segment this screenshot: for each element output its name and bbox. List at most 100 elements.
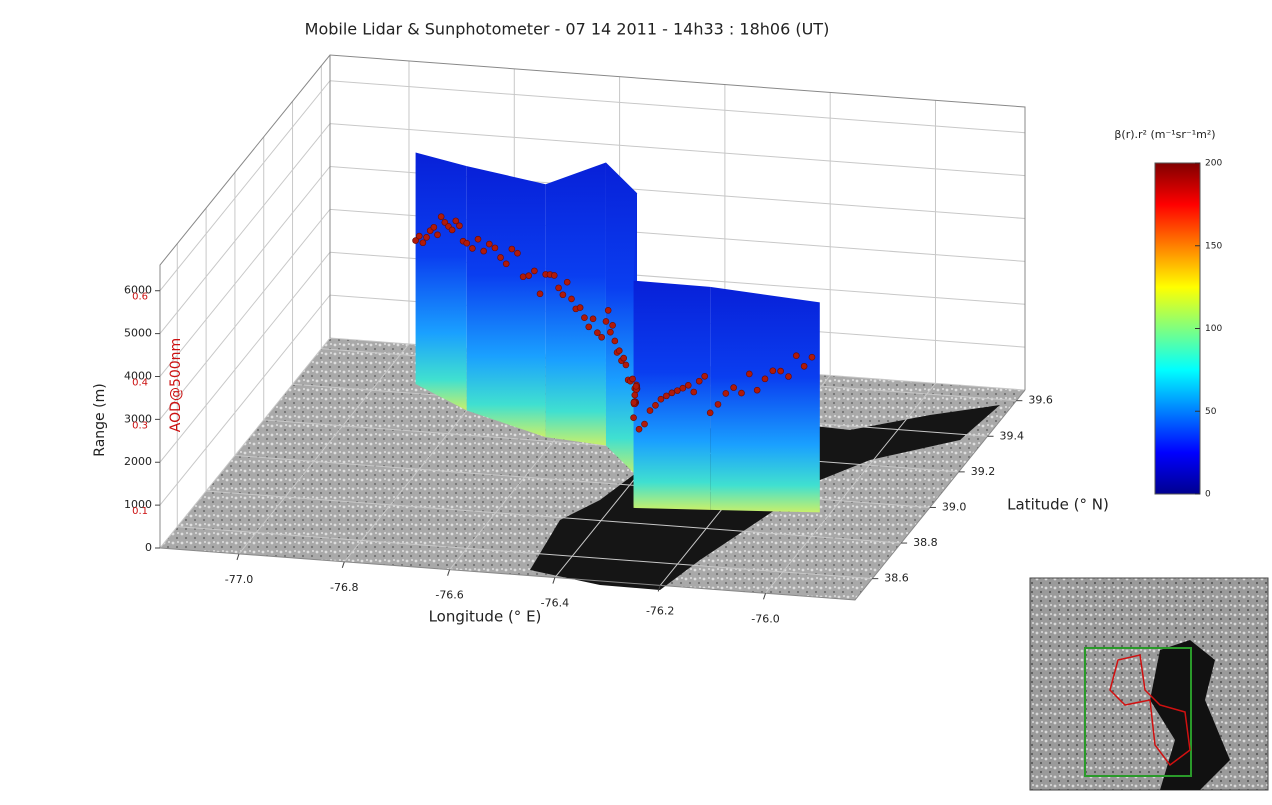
colorbar-tick-label: 100 bbox=[1205, 324, 1222, 334]
x-tick bbox=[236, 553, 240, 561]
x-tick bbox=[552, 577, 556, 584]
aerosol-point bbox=[646, 407, 654, 414]
aerosol-point bbox=[474, 235, 482, 243]
x-tick-label: -76.2 bbox=[646, 604, 674, 617]
aerosol-point bbox=[563, 278, 571, 286]
aerosol-point bbox=[536, 290, 544, 298]
aerosol-point bbox=[508, 245, 516, 253]
aerosol-point bbox=[594, 329, 601, 337]
aerosol-point bbox=[555, 284, 562, 292]
aerosol-point bbox=[629, 375, 636, 383]
box-edge bbox=[159, 389, 1026, 601]
x-tick-label: -76.8 bbox=[330, 581, 358, 594]
aerosol-point bbox=[630, 414, 637, 422]
aerosol-point bbox=[722, 390, 730, 397]
aerosol-point bbox=[448, 226, 456, 234]
aerosol-point bbox=[441, 219, 449, 226]
z-tick-label: 1000 bbox=[124, 498, 152, 511]
z2-tick-label: 0.6 bbox=[132, 292, 148, 303]
x-tick bbox=[341, 561, 345, 568]
z-tick-label: 6000 bbox=[124, 284, 152, 297]
inset-track bbox=[1109, 654, 1191, 767]
aerosol-point bbox=[615, 347, 623, 354]
aerosol-point bbox=[769, 367, 777, 375]
aerosol-point bbox=[456, 222, 463, 230]
aerosol-point bbox=[679, 384, 687, 392]
aerosol-point bbox=[531, 267, 538, 275]
aerosol-point bbox=[437, 213, 445, 220]
grid-line bbox=[765, 100, 936, 594]
y-tick-label: 39.2 bbox=[971, 465, 996, 478]
aerosol-point bbox=[525, 272, 533, 279]
aerosol-point bbox=[761, 375, 769, 383]
colorbar-ticks: 0 50 100 150 200 bbox=[1195, 159, 1222, 500]
y-axis-label: Latitude (° N) bbox=[1007, 496, 1109, 514]
y-tick-label: 39.4 bbox=[1000, 429, 1025, 442]
aerosol-point bbox=[585, 323, 593, 331]
aerosol-point bbox=[415, 232, 423, 240]
x-axis-label: Longitude (° E) bbox=[429, 608, 542, 626]
curtain-panel bbox=[415, 152, 467, 411]
aerosol-point bbox=[581, 314, 588, 322]
aerosol-point bbox=[609, 322, 616, 329]
z-tick-label: 5000 bbox=[124, 327, 152, 340]
aerosol-point bbox=[753, 386, 761, 394]
chart-title: Mobile Lidar & Sunphotometer - 07 14 201… bbox=[305, 20, 830, 39]
z2-axis-label: AOD@500nm bbox=[168, 338, 184, 432]
aerosol-point bbox=[635, 425, 643, 433]
aerosol-point bbox=[652, 401, 659, 409]
aerosol-point bbox=[630, 399, 638, 406]
aerosol-point bbox=[746, 370, 753, 378]
aerosol-point bbox=[684, 381, 692, 389]
aerosol-point bbox=[576, 304, 584, 311]
aerosol-point bbox=[730, 384, 737, 391]
aerosol-point bbox=[491, 244, 499, 252]
aerosol-point bbox=[674, 387, 681, 394]
aerosol-point bbox=[497, 254, 504, 261]
aerosol-point bbox=[514, 249, 521, 257]
x-tick-label: -76.4 bbox=[541, 597, 569, 610]
grid-line bbox=[176, 243, 873, 580]
aerosol-point bbox=[589, 315, 597, 323]
aerosol-point bbox=[469, 245, 476, 252]
aerosol-point bbox=[423, 234, 430, 241]
aerosol-point bbox=[607, 328, 614, 336]
grid-line bbox=[659, 92, 831, 586]
aerosol-point bbox=[701, 372, 708, 380]
aerosol-point bbox=[602, 318, 610, 325]
curtain-panel bbox=[605, 162, 638, 477]
curtain-panel bbox=[545, 162, 606, 446]
x-tick-label: -76.0 bbox=[751, 612, 779, 625]
aerosol-point bbox=[519, 273, 527, 281]
aerosol-point bbox=[695, 377, 703, 385]
aerosol-point bbox=[480, 247, 487, 255]
z-tick-label: 4000 bbox=[124, 369, 152, 382]
aerosol-point bbox=[808, 353, 816, 361]
colorbar-tick-label: 150 bbox=[1205, 241, 1222, 251]
z-axis-label: Range (m) bbox=[92, 383, 108, 456]
x-tick bbox=[447, 569, 451, 576]
aerosol-point bbox=[463, 239, 471, 247]
z-tick-label: 3000 bbox=[124, 412, 152, 425]
y-tick-label: 39.0 bbox=[942, 500, 967, 513]
aerosol-point bbox=[714, 401, 722, 408]
aerosol-point bbox=[452, 217, 460, 225]
curtain-panel bbox=[466, 166, 546, 438]
aerosol-point bbox=[550, 272, 558, 279]
aerosol-point bbox=[412, 237, 419, 244]
x-tick bbox=[763, 593, 766, 600]
z2-tick-label: 0.4 bbox=[132, 377, 148, 388]
aerosol-point bbox=[690, 388, 698, 396]
z2-tick-label: 0.3 bbox=[132, 420, 148, 431]
aerosol-point bbox=[663, 392, 670, 400]
x-tick bbox=[657, 585, 661, 592]
aerosol-point bbox=[631, 391, 639, 399]
aerosol-point bbox=[785, 373, 792, 380]
plot-3d: 0 1000 2000 3000 4000 5000 6000 0.1 0.3 0.4 0.6 -77… bbox=[92, 54, 1109, 626]
inset-map bbox=[1029, 577, 1269, 791]
aerosol-point bbox=[485, 240, 493, 248]
z2-tick-label: 0.1 bbox=[132, 506, 148, 517]
aerosol-point bbox=[641, 420, 648, 428]
